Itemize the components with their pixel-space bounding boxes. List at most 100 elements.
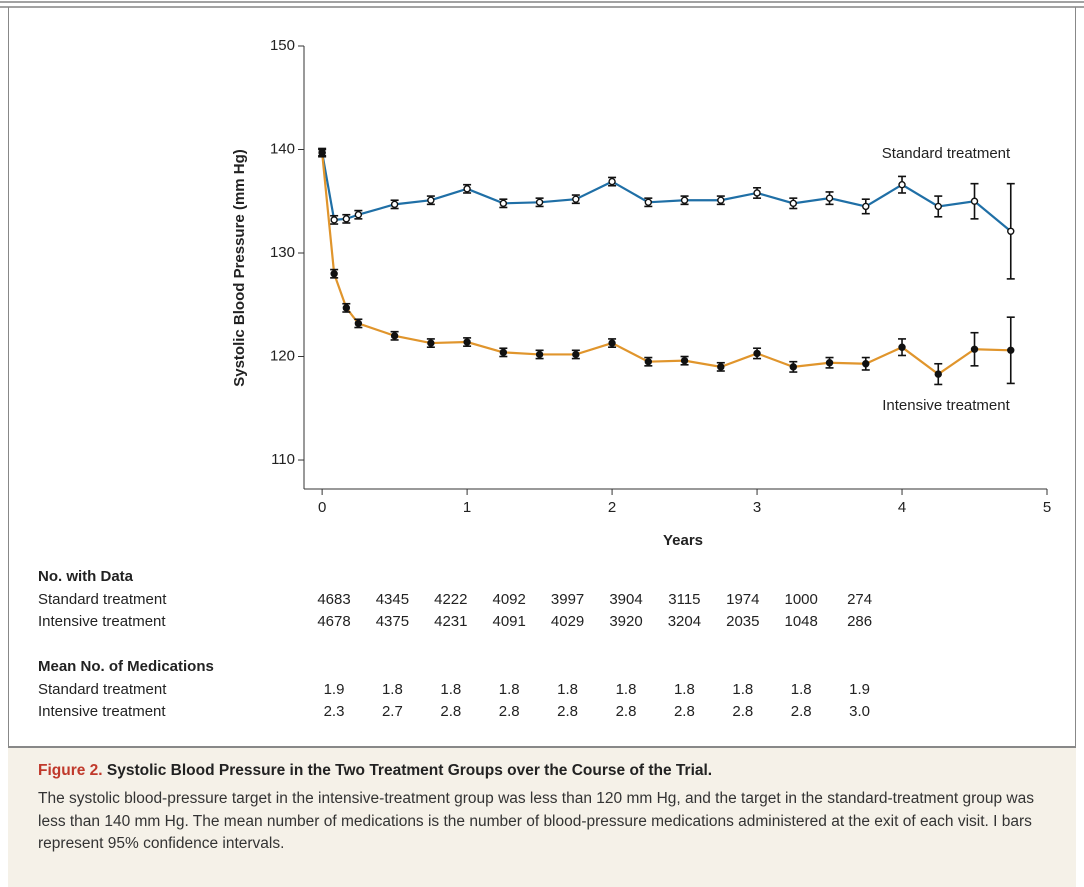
table-cell: 4345 [375, 591, 410, 608]
table-cell: 3904 [609, 591, 643, 608]
point [934, 202, 942, 211]
series-line [321, 152, 1011, 376]
point [608, 339, 616, 347]
table-cell: 286 [847, 612, 873, 630]
table-cell: 1.8 [790, 681, 812, 698]
caption-heading: Figure 2. Systolic Blood Pressure in the… [38, 762, 712, 780]
point [608, 177, 616, 186]
row-label: Standard treatment [38, 591, 167, 608]
point [390, 332, 399, 340]
point [463, 338, 471, 346]
table-cell: 1000 [784, 591, 818, 608]
table-cell: 4091 [492, 612, 526, 630]
row-label: Intensive treatment [38, 702, 166, 720]
point [572, 350, 580, 359]
table-cell: 2.7 [381, 702, 403, 720]
x-tick-label: 4 [898, 499, 906, 516]
series-label: Standard treatment [882, 145, 1011, 162]
table-cell: 4222 [434, 591, 468, 608]
point [753, 189, 761, 197]
point [898, 343, 906, 351]
point [390, 200, 399, 209]
table-cell: 1.8 [498, 681, 520, 698]
y-tick-label: 130 [270, 244, 295, 261]
table-title: No. with Data [38, 568, 134, 585]
point [463, 185, 471, 193]
x-tick-label: 1 [463, 499, 471, 516]
point [862, 360, 870, 368]
table-cell: 1974 [726, 591, 760, 608]
table-cell: 1.8 [440, 681, 462, 698]
point [330, 216, 338, 224]
point [342, 304, 351, 312]
caption: Figure 2. Systolic Blood Pressure in the… [8, 746, 1076, 887]
x-tick-label: 2 [608, 499, 616, 516]
row-label: Intensive treatment [38, 612, 166, 630]
table-title: Mean No. of Medications [38, 658, 214, 675]
point [753, 349, 761, 358]
x-tick-label: 0 [318, 499, 326, 516]
table-cell: 2.8 [732, 702, 754, 720]
point [717, 363, 725, 371]
y-tick-label: 150 [270, 37, 295, 54]
x-tick-label: 5 [1043, 499, 1051, 516]
point [427, 196, 435, 204]
point [318, 148, 326, 157]
point [572, 195, 580, 203]
table-cell: 3204 [667, 612, 702, 630]
table-cell: 4375 [375, 612, 410, 630]
point [535, 350, 544, 359]
table-cell: 1.8 [615, 681, 637, 698]
table-cell: 1.8 [673, 681, 695, 698]
point [970, 197, 979, 205]
series-label: Intensive treatment [882, 397, 1010, 414]
caption-label: Figure 2. [38, 762, 103, 779]
point [427, 339, 435, 347]
table-cell: 2.3 [323, 702, 345, 720]
table-cell: 2.8 [557, 702, 579, 720]
point [354, 319, 363, 328]
point [898, 180, 906, 189]
table-cell: 4029 [550, 612, 585, 630]
table-cell: 4683 [317, 591, 351, 608]
point [535, 198, 544, 206]
caption-body: The systolic blood-pressure target in th… [38, 790, 1034, 852]
point [499, 199, 508, 208]
point [1007, 227, 1015, 235]
y-tick-label: 110 [271, 451, 295, 468]
x-axis-label: Years [663, 532, 703, 549]
point [680, 356, 689, 365]
table-cell: 1.8 [381, 681, 403, 698]
table-cell: 1.9 [849, 681, 871, 698]
point [970, 345, 979, 353]
y-axis-label: Systolic Blood Pressure (mm Hg) [231, 149, 248, 387]
point [789, 363, 797, 371]
table-cell: 2.8 [790, 702, 812, 720]
table-cell: 3.0 [849, 702, 871, 720]
table-cell: 4231 [434, 612, 468, 630]
table-cell: 1.9 [323, 681, 345, 698]
point [354, 211, 363, 219]
point [644, 198, 653, 206]
y-tick-label: 120 [270, 347, 295, 364]
table-cell: 2.8 [673, 702, 695, 720]
table-cell: 2.8 [440, 702, 462, 720]
point [1007, 346, 1015, 355]
point [680, 196, 689, 204]
row-label: Standard treatment [38, 681, 167, 698]
table-cell: 2.8 [498, 702, 520, 720]
table-cell: 2035 [726, 612, 760, 630]
y-tick-label: 140 [270, 140, 295, 157]
point [342, 215, 351, 223]
point [862, 202, 870, 211]
point [499, 348, 508, 357]
point [825, 194, 834, 202]
table-cell: 4092 [492, 591, 526, 608]
table-cell: 3997 [550, 591, 585, 608]
point [717, 196, 725, 204]
table-cell: 274 [847, 591, 873, 608]
table-cell: 1.8 [557, 681, 579, 698]
caption-title: Systolic Blood Pressure in the Two Treat… [106, 762, 713, 779]
